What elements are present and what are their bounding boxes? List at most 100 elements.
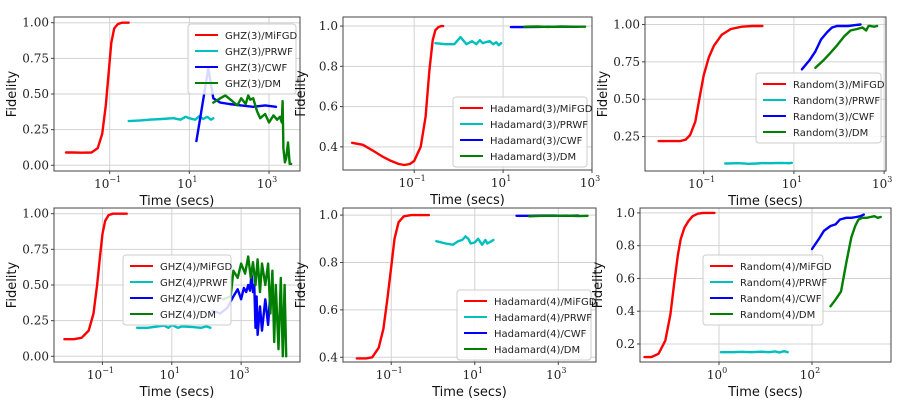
y-tick-label: 1.00 — [22, 207, 49, 221]
x-tick-base: 10 — [94, 177, 109, 191]
x-tick-base: 10 — [177, 177, 192, 191]
x-tick-base: 10 — [257, 177, 272, 191]
y-tick-label: 0.50 — [22, 278, 49, 292]
x-tick-base: 10 — [707, 368, 722, 382]
axes-frame — [342, 16, 593, 171]
legend-box — [702, 254, 824, 326]
x-tick-label: 100 — [707, 366, 727, 382]
legend-entry: GHZ(3)/CWF — [225, 63, 288, 74]
legend-entry: Random(4)/PRWF — [740, 278, 827, 289]
x-tick-exponent: 1 — [175, 366, 180, 375]
legend-entry: Hadamard(3)/MiFGD — [490, 104, 593, 115]
x-tick-base: 10 — [463, 368, 478, 382]
y-tick-label: 0.25 — [613, 130, 640, 144]
axes-frame — [644, 16, 887, 172]
x-tick-base: 10 — [688, 177, 703, 191]
y-tick-label: 0.6 — [319, 303, 338, 317]
legend-entry: GHZ(4)/DM — [160, 310, 216, 321]
y-tick-label: 1.0 — [319, 208, 338, 222]
legend-entry: Random(3)/CWF — [793, 112, 875, 123]
x-tick-base: 10 — [546, 368, 561, 382]
series-line-dm — [212, 94, 293, 166]
x-tick-base: 10 — [376, 368, 391, 382]
x-tick-exponent: 3 — [887, 175, 892, 184]
series-line-mifgd — [64, 21, 130, 154]
legend-entry: Random(3)/PRWF — [793, 96, 880, 107]
x-tick-exponent: 3 — [244, 366, 249, 375]
legend-entry: Random(3)/DM — [793, 128, 868, 139]
y-tick-label: 0.50 — [613, 92, 640, 106]
legend: GHZ(3)/MiFGD GHZ(3)/PRWF GHZ(3)/CWF GHZ(3)/… — [187, 23, 298, 95]
legend-entry: GHZ(4)/PRWF — [160, 278, 228, 289]
legend: Hadamard(3)/MiFGD Hadamard(3)/PRWF Hadamar… — [452, 96, 593, 168]
y-tick-label: 0.50 — [22, 87, 49, 101]
x-axis-label: Time (secs) — [431, 385, 507, 400]
x-tick-exponent: 1 — [478, 366, 483, 375]
y-axis-label: Fidelity — [294, 70, 309, 117]
legend-entry: Hadamard(4)/MiFGD — [494, 297, 597, 308]
x-tick-label: 102 — [800, 366, 820, 382]
legend-box — [456, 289, 592, 361]
series-line-prwf — [435, 235, 495, 246]
series-line-prwf — [135, 323, 212, 329]
y-tick-label: 0.75 — [22, 242, 49, 256]
axes-frame — [342, 207, 597, 363]
x-tick-exponent: 3 — [561, 366, 566, 375]
series-line-dm — [829, 214, 882, 308]
x-tick-exponent: −1 — [414, 174, 426, 183]
series-line-mifgd — [643, 211, 716, 359]
x-tick-base: 10 — [800, 368, 815, 382]
x-tick-base: 10 — [491, 176, 506, 190]
y-tick-label: 0.6 — [319, 100, 338, 114]
legend-entry: Random(4)/DM — [740, 310, 815, 321]
legend-entry: GHZ(4)/CWF — [160, 294, 223, 305]
legend-box — [187, 23, 297, 95]
y-axis-label: Fidelity — [591, 261, 606, 308]
legend: Hadamard(4)/MiFGD Hadamard(4)/PRWF Hadamar… — [456, 289, 597, 361]
x-tick-label: 101 — [463, 366, 483, 382]
x-tick-base: 10 — [229, 368, 244, 382]
y-tick-label: 1.0 — [319, 19, 338, 33]
y-tick-label: 0.4 — [319, 140, 338, 154]
y-tick-label: 0.8 — [616, 239, 635, 253]
series-line-prwf — [434, 35, 503, 47]
x-tick-exponent: 0 — [722, 366, 727, 375]
x-tick-exponent: −1 — [109, 175, 121, 184]
legend-entry: Hadamard(3)/DM — [490, 152, 576, 163]
series-line-prwf — [724, 161, 793, 166]
legend-entry: Random(4)/CWF — [740, 294, 822, 305]
x-tick-base: 10 — [782, 177, 797, 191]
x-tick-base: 10 — [87, 368, 102, 382]
legend-entry: Hadamard(4)/DM — [494, 345, 580, 356]
y-axis-label: Fidelity — [294, 261, 309, 308]
y-tick-label: 0.4 — [319, 350, 338, 364]
y-axis-label: Fidelity — [5, 261, 20, 308]
x-tick-exponent: −1 — [703, 175, 715, 184]
legend-box — [755, 72, 882, 144]
legend: Random(3)/MiFGD Random(3)/PRWF Random(3)/C… — [755, 72, 885, 144]
axes-frame — [639, 207, 892, 363]
x-tick-label: 103 — [872, 175, 892, 191]
series-line-cwf — [810, 213, 865, 251]
y-tick-label: 0.6 — [616, 271, 635, 285]
x-tick-label: 10−1 — [94, 175, 121, 191]
legend-box — [452, 96, 588, 168]
y-tick-label: 1.00 — [613, 17, 640, 31]
x-tick-label: 101 — [491, 174, 511, 190]
y-tick-label: 0.00 — [22, 349, 49, 363]
x-tick-base: 10 — [160, 368, 175, 382]
series-line-prwf — [719, 350, 789, 354]
legend-entry: GHZ(4)/MiFGD — [160, 262, 233, 273]
x-tick-exponent: 3 — [595, 174, 600, 183]
x-tick-exponent: 2 — [815, 366, 820, 375]
x-axis-label: Time (secs) — [139, 194, 215, 209]
y-tick-label: 0.2 — [616, 337, 635, 351]
y-tick-label: 0.25 — [22, 123, 49, 137]
legend-entry: Hadamard(3)/PRWF — [490, 120, 588, 131]
legend-entry: Hadamard(4)/CWF — [494, 329, 587, 340]
y-tick-label: 1.00 — [22, 16, 49, 30]
x-tick-label: 10−1 — [399, 174, 426, 190]
